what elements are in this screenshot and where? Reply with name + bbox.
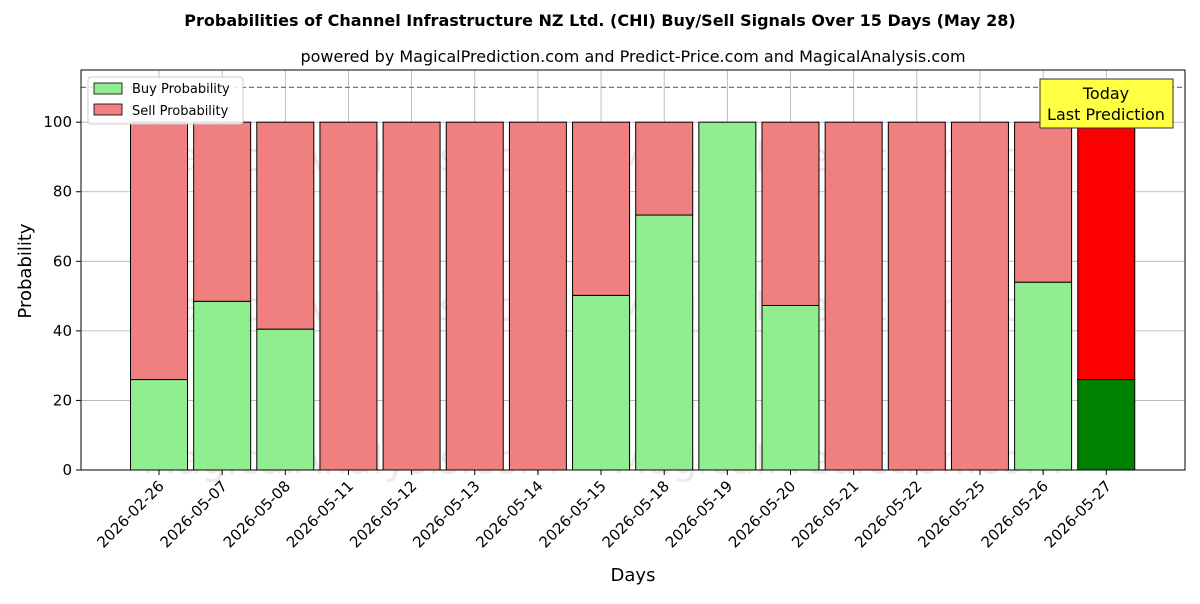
y-tick-label: 60	[53, 252, 72, 270]
bar-sell	[887, 121, 946, 471]
legend-frame	[87, 76, 244, 125]
x-tick-label: 2026-05-18	[599, 477, 673, 551]
x-axis-label: Days	[611, 565, 656, 586]
bar-sell	[635, 121, 694, 216]
plot-frame	[80, 69, 1186, 471]
bar-sell	[130, 121, 188, 381]
bar-buy	[1014, 281, 1073, 471]
legend-swatch-sell	[93, 103, 123, 116]
x-tick-label: 2026-05-08	[220, 477, 294, 551]
x-tick-label: 2026-05-07	[157, 477, 231, 551]
bar-buy	[635, 214, 694, 471]
y-axis-label: Probability	[15, 223, 36, 318]
bar-sell	[193, 121, 252, 302]
x-tick-label: 2026-05-25	[914, 477, 988, 551]
bar-sell	[445, 121, 504, 471]
x-tick-label: 2026-05-21	[788, 477, 862, 551]
bar-sell	[319, 121, 378, 471]
bar-sell	[824, 121, 883, 471]
today-annotation-line1: Today	[1082, 84, 1129, 103]
chart-subtitle: powered by MagicalPrediction.com and Pre…	[300, 47, 965, 66]
today-annotation: Today Last Prediction	[1039, 78, 1174, 129]
bars-layer	[81, 86, 1185, 471]
bar-buy	[572, 294, 631, 471]
today-annotation-box	[1039, 78, 1174, 129]
bar-buy	[193, 300, 252, 471]
legend-label-sell: Sell Probability	[132, 104, 229, 119]
legend-swatch-buy	[93, 82, 123, 95]
x-tick-label: 2026-05-12	[346, 477, 420, 551]
x-tick-label: 2026-05-13	[409, 477, 483, 551]
y-tick-label: 0	[62, 461, 72, 479]
bar-buy	[130, 379, 188, 471]
bar-sell	[761, 121, 820, 306]
x-tick-label: 2026-05-26	[978, 477, 1052, 551]
bar-sell	[1014, 121, 1073, 283]
bar-sell	[382, 121, 441, 471]
x-tick-label: 2026-05-19	[662, 477, 736, 551]
bar-sell	[508, 121, 567, 471]
bar-buy	[1077, 379, 1136, 471]
x-tick-label: 2026-05-27	[1041, 477, 1115, 551]
chart-title: Probabilities of Channel Infrastructure …	[184, 11, 1015, 30]
x-tick-label: 2026-05-15	[535, 477, 609, 551]
bar-sell	[572, 121, 631, 296]
bar-sell	[256, 121, 315, 330]
today-annotation-line2: Last Prediction	[1047, 105, 1165, 124]
x-tick-label: 2026-05-22	[851, 477, 925, 551]
legend-label-buy: Buy Probability	[132, 82, 230, 97]
y-tick-label: 100	[43, 113, 72, 131]
x-tick-label: 2026-05-11	[283, 477, 357, 551]
y-tick-label: 40	[53, 322, 72, 340]
y-tick-label: 80	[53, 183, 72, 201]
bar-sell	[1077, 121, 1136, 381]
bar-sell	[950, 121, 1009, 471]
x-tick-label: 2026-05-20	[725, 477, 799, 551]
x-tick-label: 2026-02-26	[93, 477, 167, 551]
bar-buy	[256, 328, 315, 471]
x-tick-label: 2026-05-14	[472, 477, 546, 551]
y-tick-label: 20	[53, 391, 72, 409]
bar-buy	[698, 121, 757, 471]
bar-buy	[761, 304, 820, 471]
legend: Buy Probability Sell Probability	[87, 76, 244, 125]
